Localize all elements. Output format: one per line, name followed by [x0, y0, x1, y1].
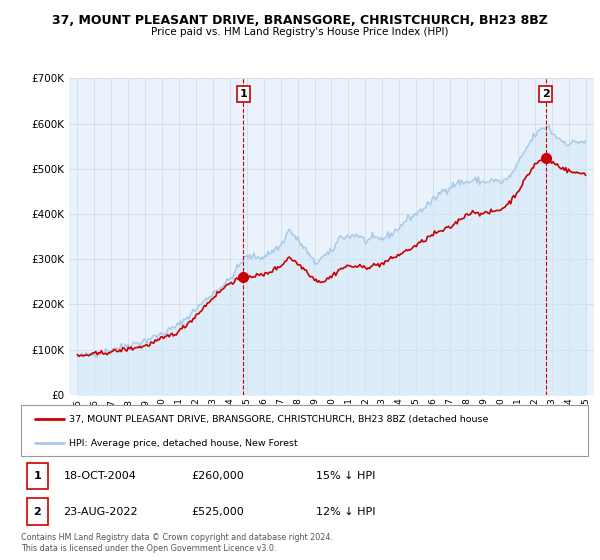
FancyBboxPatch shape [26, 498, 48, 525]
Text: 2: 2 [542, 89, 550, 99]
Text: £260,000: £260,000 [191, 471, 244, 481]
Text: 1: 1 [34, 471, 41, 481]
Text: 15% ↓ HPI: 15% ↓ HPI [316, 471, 375, 481]
FancyBboxPatch shape [21, 405, 588, 456]
Text: £525,000: £525,000 [191, 507, 244, 517]
Text: Price paid vs. HM Land Registry's House Price Index (HPI): Price paid vs. HM Land Registry's House … [151, 27, 449, 37]
Text: 37, MOUNT PLEASANT DRIVE, BRANSGORE, CHRISTCHURCH, BH23 8BZ (detached house: 37, MOUNT PLEASANT DRIVE, BRANSGORE, CHR… [69, 415, 488, 424]
Text: 23-AUG-2022: 23-AUG-2022 [64, 507, 138, 517]
FancyBboxPatch shape [26, 463, 48, 489]
Text: This data is licensed under the Open Government Licence v3.0.: This data is licensed under the Open Gov… [21, 544, 277, 553]
Text: 37, MOUNT PLEASANT DRIVE, BRANSGORE, CHRISTCHURCH, BH23 8BZ: 37, MOUNT PLEASANT DRIVE, BRANSGORE, CHR… [52, 14, 548, 27]
Text: 1: 1 [239, 89, 247, 99]
Text: 18-OCT-2004: 18-OCT-2004 [64, 471, 136, 481]
Text: HPI: Average price, detached house, New Forest: HPI: Average price, detached house, New … [69, 438, 298, 447]
Text: Contains HM Land Registry data © Crown copyright and database right 2024.: Contains HM Land Registry data © Crown c… [21, 533, 333, 542]
Text: 12% ↓ HPI: 12% ↓ HPI [316, 507, 376, 517]
Text: 2: 2 [34, 507, 41, 517]
